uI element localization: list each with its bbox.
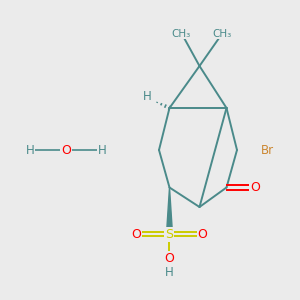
Text: O: O: [61, 143, 71, 157]
Polygon shape: [167, 188, 172, 234]
Text: O: O: [132, 227, 141, 241]
Text: O: O: [198, 227, 207, 241]
Text: O: O: [165, 251, 174, 265]
Text: H: H: [165, 266, 174, 280]
Text: CH₃: CH₃: [212, 28, 232, 39]
Text: H: H: [98, 143, 106, 157]
Text: S: S: [166, 227, 173, 241]
Text: CH₃: CH₃: [172, 28, 191, 39]
Text: Br: Br: [261, 143, 274, 157]
Text: H: H: [26, 143, 34, 157]
Text: H: H: [142, 90, 152, 104]
Text: O: O: [250, 181, 260, 194]
